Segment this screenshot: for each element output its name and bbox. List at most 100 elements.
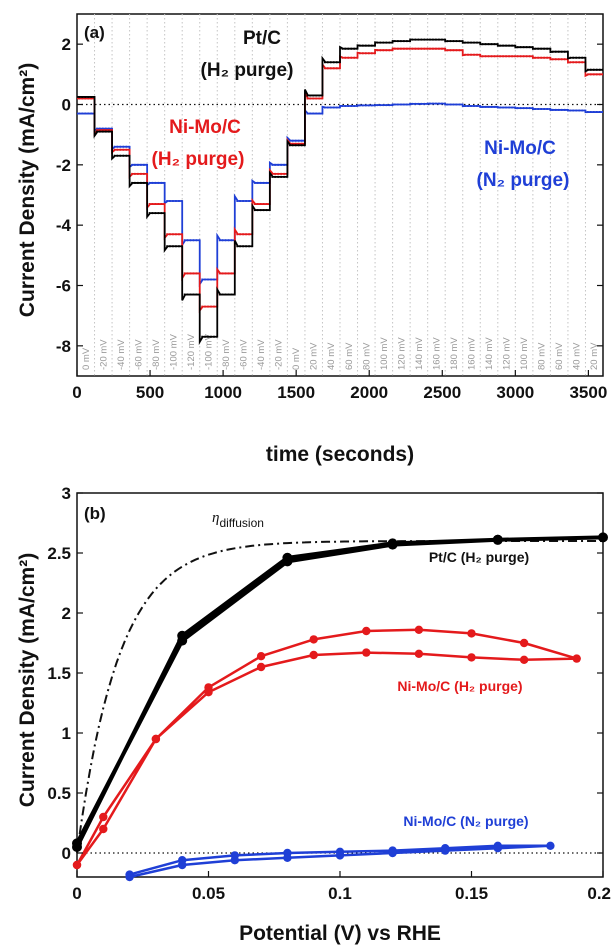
series-b-2 xyxy=(125,841,555,882)
series-a-0 xyxy=(77,38,603,346)
step-label: 160 mV xyxy=(467,337,478,370)
x-tick-label: 500 xyxy=(136,383,164,402)
y-tick-label: 3 xyxy=(62,484,71,503)
step-label: 100 mV xyxy=(379,337,390,370)
panel-a-y-axis-label: Current Density (mA/cm²) xyxy=(16,63,39,317)
data-point xyxy=(256,652,266,661)
series-b-1 xyxy=(72,625,581,870)
step-label: 40 mV xyxy=(572,342,583,370)
y-tick-label: 2 xyxy=(62,35,71,54)
x-tick-label: 3000 xyxy=(496,383,534,402)
panel-a: 0 mV -20 mV -40 mV -60 mV -80 mV -100 mV -120 … xyxy=(16,13,607,466)
x-tick-label: 3500 xyxy=(569,383,607,402)
y-tick-label: 1.5 xyxy=(47,664,71,683)
step-label: 20 mV xyxy=(309,342,320,370)
data-point xyxy=(441,846,450,855)
x-tick-label: 1500 xyxy=(277,383,315,402)
y-tick-label: 0.5 xyxy=(47,784,71,803)
data-point xyxy=(493,844,502,853)
annotation-nimo-h2-b: Ni-Mo/C (H₂ purge) xyxy=(397,678,522,694)
annotation-nimo-n2-a-purge: (N₂ purge) xyxy=(477,170,570,191)
step-label: -80 mV xyxy=(151,339,162,370)
step-label: 0 mV xyxy=(291,347,302,370)
data-point xyxy=(598,532,608,543)
data-point xyxy=(546,841,555,850)
series-b-line xyxy=(75,628,578,866)
panel-a-label: (a) xyxy=(84,23,105,42)
data-point xyxy=(283,853,292,862)
step-label: 180 mV xyxy=(449,337,460,370)
data-point xyxy=(204,688,213,697)
data-point xyxy=(125,872,134,882)
data-point xyxy=(72,860,82,870)
step-label: 20 mV xyxy=(589,342,600,370)
step-label: 140 mV xyxy=(414,337,425,370)
data-point xyxy=(99,824,108,834)
step-label: 120 mV xyxy=(502,337,513,370)
y-tick-label: 2 xyxy=(62,604,71,623)
panel-b-x-axis-label: Potential (V) vs RHE xyxy=(239,922,441,945)
data-point xyxy=(467,653,476,662)
panel-b-label: (b) xyxy=(84,504,106,523)
data-point xyxy=(519,655,529,664)
step-label: -120 mV xyxy=(186,333,197,370)
diffusion-limit-curve xyxy=(76,540,603,854)
data-point xyxy=(151,734,161,744)
step-label: 80 mV xyxy=(537,342,548,370)
data-point xyxy=(335,851,345,860)
data-point xyxy=(230,856,239,865)
panel-a-series xyxy=(77,38,603,346)
data-point xyxy=(572,654,581,663)
panel-b-y-axis-label: Current Density (mA/cm²) xyxy=(16,553,39,807)
step-label: -100 mV xyxy=(204,333,215,370)
y-tick-label: -2 xyxy=(56,156,71,175)
x-tick-label: 0 xyxy=(72,383,81,402)
step-label: 60 mV xyxy=(554,342,565,370)
step-label: 80 mV xyxy=(361,342,372,370)
step-label: -20 mV xyxy=(98,339,109,370)
step-label: 60 mV xyxy=(344,342,355,370)
data-point xyxy=(72,842,82,852)
data-point xyxy=(414,649,424,658)
y-tick-label: 1 xyxy=(62,724,71,743)
y-tick-label: 2.5 xyxy=(47,544,71,563)
series-b-line xyxy=(75,535,605,848)
x-tick-label: 2000 xyxy=(350,383,388,402)
x-tick-label: 0.15 xyxy=(455,884,488,903)
step-label: -20 mV xyxy=(274,339,285,370)
panel-b: 0 0.5 1 1.5 2 2.5 3 0 0.05 0.1 0.15 0.2 (b) ηdiffu… xyxy=(16,484,611,945)
step-label: -80 mV xyxy=(221,339,232,370)
panel-a-step-labels: 0 mV -20 mV -40 mV -60 mV -80 mV -100 mV -120 … xyxy=(81,333,600,370)
data-point xyxy=(362,626,371,636)
x-tick-label: 2500 xyxy=(423,383,461,402)
data-point xyxy=(309,635,318,644)
eta-diffusion-label: ηdiffusion xyxy=(212,510,264,530)
annotation-nimo-n2-b: Ni-Mo/C (N₂ purge) xyxy=(403,813,528,829)
panel-a-y-ticks: -8 -6 -4 -2 0 2 xyxy=(56,35,603,356)
panel-b-x-ticks: 0 0.05 0.1 0.15 0.2 xyxy=(72,871,611,903)
step-label: 160 mV xyxy=(431,337,442,370)
x-tick-label: 0.1 xyxy=(328,884,352,903)
annotation-ptc-a-purge: (H₂ purge) xyxy=(201,60,294,81)
x-tick-label: 0.2 xyxy=(587,884,611,903)
step-label: 140 mV xyxy=(484,337,495,370)
y-tick-label: -8 xyxy=(56,337,71,356)
step-label: -60 mV xyxy=(239,339,250,370)
step-label: -60 mV xyxy=(133,339,144,370)
annotation-nimo-h2-a-purge: (H₂ purge) xyxy=(152,149,245,170)
step-label: -40 mV xyxy=(256,339,267,370)
x-tick-label: 1000 xyxy=(204,383,242,402)
step-label: 40 mV xyxy=(326,342,337,370)
annotation-ptc-a: Pt/C xyxy=(243,28,281,49)
data-point xyxy=(519,638,529,648)
step-label: 120 mV xyxy=(396,337,407,370)
step-label: 100 mV xyxy=(519,337,530,370)
panel-b-y-ticks: 0 0.5 1 1.5 2 2.5 3 xyxy=(47,484,603,863)
x-tick-label: 0 xyxy=(72,884,81,903)
data-point xyxy=(177,630,188,641)
annotation-nimo-n2-a: Ni-Mo/C xyxy=(484,138,556,159)
data-point xyxy=(282,552,293,563)
step-label: -40 mV xyxy=(116,339,127,370)
data-point xyxy=(99,812,108,822)
